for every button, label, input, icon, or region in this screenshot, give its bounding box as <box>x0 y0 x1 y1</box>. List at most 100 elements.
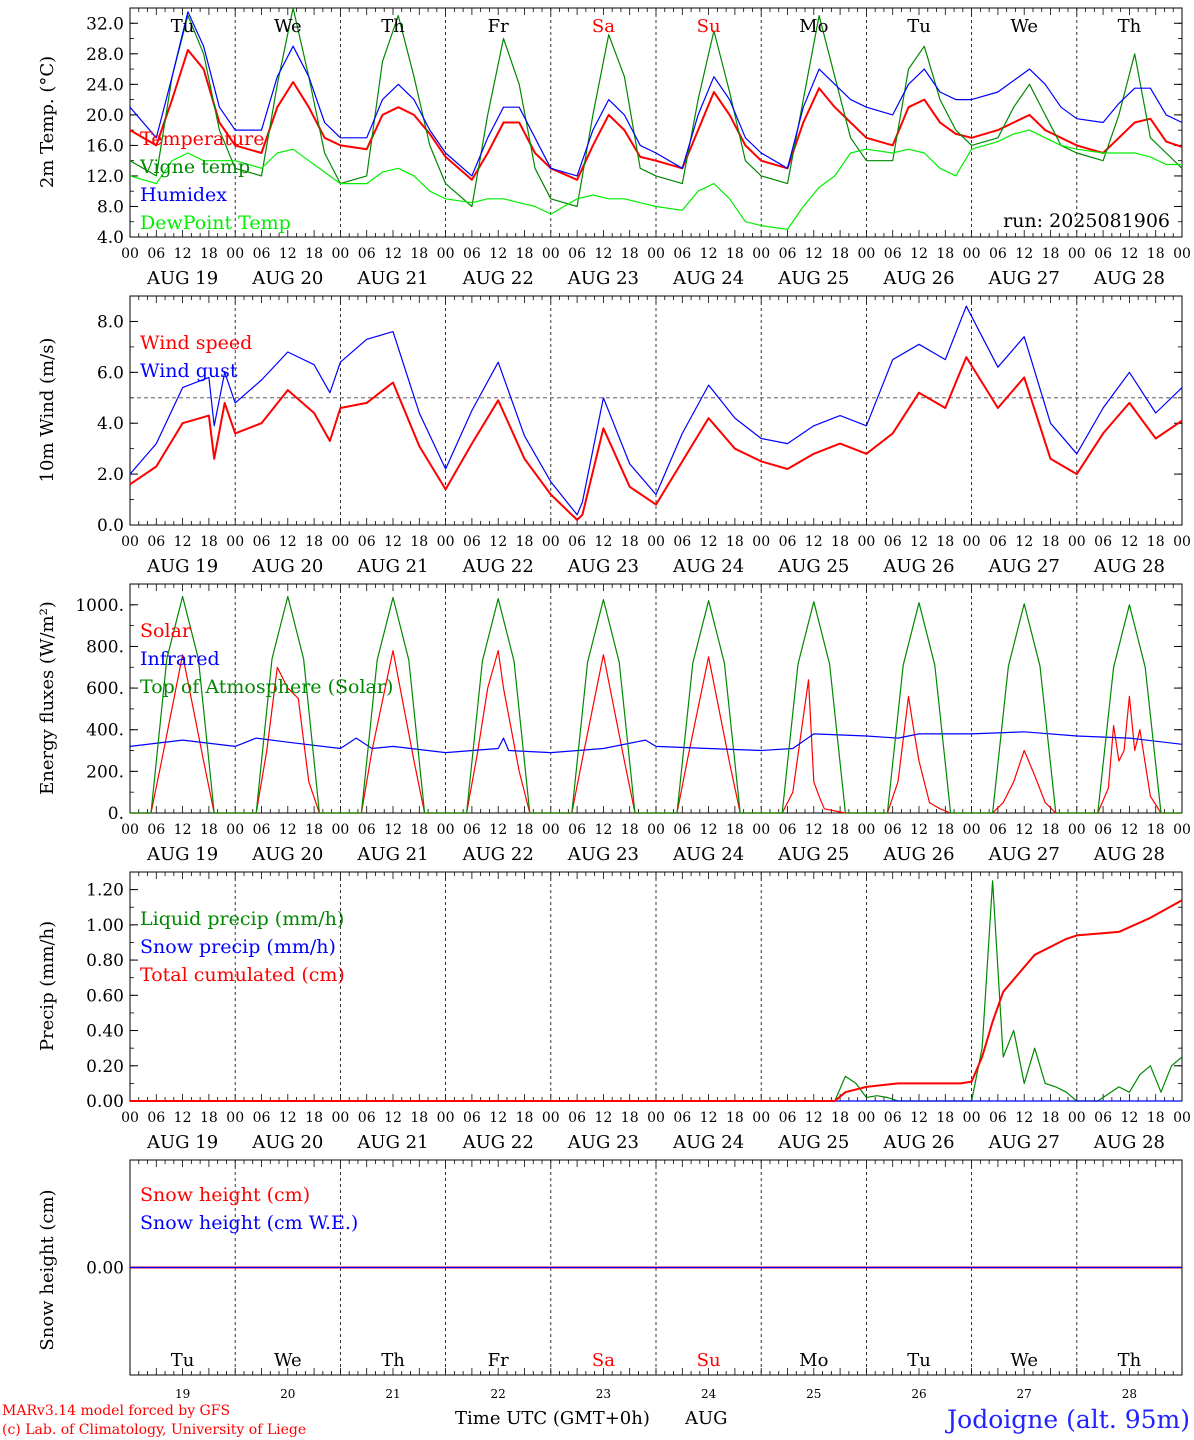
date-label: AUG 21 <box>356 268 428 289</box>
hour-tick-label: 12 <box>594 1110 612 1126</box>
y-axis-label: Snow height (cm) <box>37 1189 58 1350</box>
hour-tick-label: 00 <box>542 1110 560 1126</box>
hour-tick-label: 00 <box>752 246 770 262</box>
hour-tick-label: 00 <box>331 246 349 262</box>
hour-tick-label: 00 <box>1068 1110 1086 1126</box>
day-number-label: 28 <box>1122 1387 1137 1401</box>
hour-tick-label: 06 <box>779 822 797 838</box>
date-label: AUG 20 <box>251 268 323 289</box>
weekday-label: Th <box>1118 1350 1142 1371</box>
hour-tick-label: 00 <box>121 534 139 550</box>
hour-tick-label: 12 <box>594 246 612 262</box>
weekday-label: Fr <box>488 16 509 37</box>
date-label: AUG 24 <box>672 268 744 289</box>
weekday-label: Tu <box>171 1350 195 1371</box>
hour-tick-label: 06 <box>463 822 481 838</box>
hour-tick-label: 12 <box>805 246 823 262</box>
hour-tick-label: 12 <box>384 822 402 838</box>
date-label: AUG 24 <box>672 1132 744 1153</box>
y-tick-label: 12.0 <box>86 167 124 187</box>
date-label: AUG 25 <box>777 844 849 865</box>
hour-tick-label: 18 <box>200 534 218 550</box>
hour-tick-label: 00 <box>542 534 560 550</box>
hour-tick-label: 18 <box>516 822 534 838</box>
hour-tick-label: 06 <box>147 246 165 262</box>
hour-tick-label: 12 <box>279 1110 297 1126</box>
legend-entry: Liquid precip (mm/h) <box>140 908 344 930</box>
hour-tick-label: 06 <box>673 1110 691 1126</box>
hour-tick-label: 12 <box>700 534 718 550</box>
hour-tick-label: 06 <box>673 246 691 262</box>
hour-tick-label: 18 <box>200 246 218 262</box>
chart-panels: 4.0 8.0 12.0 16.0 20.0 24.0 28.0 32.0 2m Temp. (… <box>37 7 1191 1401</box>
day-number-label: 20 <box>280 1387 295 1401</box>
hour-tick-label: 06 <box>884 822 902 838</box>
hour-tick-label: 18 <box>1042 822 1060 838</box>
legend-entry: Snow height (cm W.E.) <box>140 1212 358 1234</box>
hour-tick-label: 06 <box>253 246 271 262</box>
hour-tick-label: 00 <box>1173 534 1191 550</box>
weekday-label: Sa <box>592 16 615 37</box>
hour-tick-label: 00 <box>963 822 981 838</box>
hour-tick-label: 06 <box>253 1110 271 1126</box>
hour-tick-label: 06 <box>147 822 165 838</box>
hour-tick-label: 06 <box>989 534 1007 550</box>
hour-tick-label: 06 <box>463 1110 481 1126</box>
series-line-wind-speed <box>129 356 1183 521</box>
hour-tick-label: 18 <box>200 822 218 838</box>
y-tick-label: 8.0 <box>97 312 124 332</box>
weekday-label: Mo <box>799 16 828 37</box>
legend-entry: Total cumulated (cm) <box>140 964 345 986</box>
hour-tick-label: 06 <box>1094 246 1112 262</box>
hour-tick-label: 18 <box>726 534 744 550</box>
weekday-label: We <box>1010 16 1038 37</box>
hour-tick-label: 18 <box>1042 534 1060 550</box>
hour-tick-label: 06 <box>463 534 481 550</box>
hour-tick-label: 00 <box>647 246 665 262</box>
hour-tick-label: 00 <box>121 1110 139 1126</box>
hour-tick-label: 18 <box>936 822 954 838</box>
hour-tick-label: 06 <box>568 246 586 262</box>
hour-tick-label: 12 <box>174 1110 192 1126</box>
hour-tick-label: 18 <box>305 246 323 262</box>
series-line-liquid-precip-mm-h <box>130 880 1183 1102</box>
y-tick-label: 0.00 <box>86 1259 124 1279</box>
hour-tick-label: 00 <box>963 1110 981 1126</box>
hour-tick-label: 12 <box>1120 246 1138 262</box>
date-label: AUG 23 <box>567 268 639 289</box>
y-tick-label: 2.0 <box>97 465 124 485</box>
weekday-label: Th <box>381 16 405 37</box>
hour-tick-label: 12 <box>910 246 928 262</box>
date-label: AUG 25 <box>777 268 849 289</box>
hour-tick-label: 12 <box>805 822 823 838</box>
date-label: AUG 21 <box>356 844 428 865</box>
hour-tick-label: 00 <box>542 822 560 838</box>
hour-tick-label: 00 <box>226 246 244 262</box>
chart-panel-precip: 0.00 0.20 0.40 0.60 0.80 1.00 1.20 Precip (mm/h… <box>37 871 1191 1153</box>
hour-tick-label: 18 <box>831 822 849 838</box>
hour-tick-label: 18 <box>621 534 639 550</box>
y-tick-label: 0. <box>108 804 124 824</box>
hour-tick-label: 00 <box>226 534 244 550</box>
legend-entry: Humidex <box>140 184 227 206</box>
hour-tick-label: 00 <box>647 534 665 550</box>
legend-entry: Vigne temp <box>139 156 250 178</box>
hour-tick-label: 18 <box>516 246 534 262</box>
hour-tick-label: 12 <box>279 534 297 550</box>
hour-tick-label: 18 <box>1147 822 1165 838</box>
weekday-label: Fr <box>488 1350 509 1371</box>
hour-tick-label: 00 <box>121 246 139 262</box>
date-label: AUG 24 <box>672 556 744 577</box>
y-tick-label: 1000. <box>75 596 124 616</box>
series-line-infrared <box>129 731 1183 754</box>
chart-panel-energy: 0. 200. 400. 600. 800. 1000. Energy fluxes (W/… <box>37 583 1191 865</box>
legend-entry: DewPoint Temp <box>140 212 291 234</box>
hour-tick-label: 18 <box>1042 1110 1060 1126</box>
hour-tick-label: 18 <box>1147 534 1165 550</box>
hour-tick-label: 06 <box>779 246 797 262</box>
chart-panel-snow: 0.00 Snow height (cm) Snow height (cm) Snow… <box>37 1159 1183 1401</box>
hour-tick-label: 06 <box>989 1110 1007 1126</box>
hour-tick-label: 18 <box>410 1110 428 1126</box>
date-label: AUG 20 <box>251 844 323 865</box>
